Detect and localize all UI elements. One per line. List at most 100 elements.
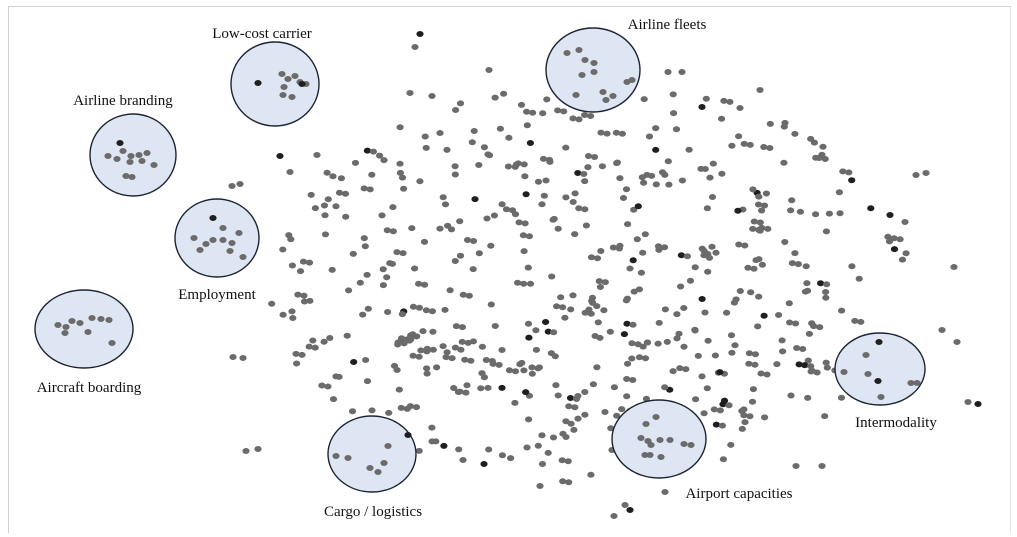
scatter-point <box>554 225 562 232</box>
scatter-point <box>480 144 488 151</box>
scatter-point <box>457 346 465 353</box>
cluster-point <box>108 340 116 346</box>
scatter-point <box>363 378 372 385</box>
scatter-point <box>756 87 764 93</box>
cluster-point <box>116 140 124 146</box>
scatter-point <box>804 357 812 364</box>
scatter-point <box>423 365 431 372</box>
scatter-point <box>450 385 458 391</box>
scatter-point <box>534 442 542 449</box>
scatter-points <box>228 31 982 519</box>
scatter-point <box>661 489 669 495</box>
figure-frame <box>8 6 1011 533</box>
scatter-point <box>658 169 667 176</box>
scatter-point <box>587 113 595 119</box>
scatter-point <box>412 404 420 411</box>
scatter-point <box>452 107 460 113</box>
scatter-point <box>716 407 724 414</box>
scatter-point <box>706 174 714 181</box>
scatter-point <box>677 252 686 259</box>
scatter-point <box>428 93 436 99</box>
scatter-point <box>538 461 547 467</box>
scatter-point <box>664 69 672 75</box>
scatter-point <box>781 239 789 245</box>
cluster-point <box>581 57 589 63</box>
scatter-point <box>518 359 526 366</box>
scatter-point <box>804 394 812 401</box>
cluster-point <box>666 437 674 443</box>
scatter-point <box>524 320 533 327</box>
scatter-point <box>669 368 677 375</box>
scatter-point <box>539 155 548 162</box>
scatter-point <box>812 154 820 161</box>
scatter-point <box>746 141 754 148</box>
scatter-point <box>655 246 663 253</box>
scatter-point <box>851 317 859 324</box>
scatter-point <box>593 303 601 310</box>
scatter-point <box>429 328 437 335</box>
cluster-intermodality: Intermodality <box>834 332 937 431</box>
scatter-point <box>761 414 769 421</box>
scatter-point <box>523 444 531 451</box>
scatter-point <box>500 90 508 97</box>
scatter-point <box>964 399 972 405</box>
scatter-point <box>587 310 595 317</box>
scatter-point <box>393 249 401 256</box>
scatter-point <box>593 364 601 371</box>
cluster-label: Airline fleets <box>628 17 707 33</box>
scatter-point <box>380 157 388 164</box>
cluster-point <box>563 50 571 56</box>
scatter-point <box>360 235 368 242</box>
scatter-point <box>580 171 588 177</box>
cluster-circle <box>174 198 260 278</box>
scatter-point <box>399 250 407 257</box>
scatter-point <box>778 337 786 344</box>
scatter-point <box>462 389 470 396</box>
scatter-point <box>502 206 511 213</box>
cluster-point <box>150 162 158 168</box>
scatter-point <box>974 401 982 407</box>
scatter-point <box>708 194 717 200</box>
scatter-point <box>678 177 687 184</box>
cluster-circle <box>34 289 134 369</box>
scatter-point <box>287 236 295 243</box>
cluster-point <box>344 455 352 461</box>
scatter-point <box>624 360 632 367</box>
scatter-point <box>708 243 716 250</box>
scatter-point <box>593 255 602 262</box>
scatter-point <box>837 394 846 401</box>
scatter-point <box>643 339 652 346</box>
cluster-point <box>62 324 70 330</box>
scatter-point <box>626 265 634 272</box>
scatter-point <box>320 202 329 209</box>
scatter-point <box>448 355 456 362</box>
scatter-point <box>528 370 536 377</box>
scatter-point <box>276 153 284 159</box>
scatter-point <box>557 294 565 301</box>
scatter-point <box>562 418 570 425</box>
scatter-point <box>621 502 629 508</box>
scatter-point <box>712 249 720 256</box>
scatter-point <box>775 312 783 318</box>
cluster-point <box>599 89 607 95</box>
scatter-point <box>567 306 575 313</box>
scatter-point <box>597 248 605 254</box>
scatter-point <box>839 168 847 175</box>
scatter-point <box>691 327 699 334</box>
scatter-point <box>754 323 762 330</box>
scatter-point <box>566 395 575 401</box>
scatter-point <box>726 98 734 105</box>
scatter-point <box>364 305 372 312</box>
scatter-point <box>349 250 357 257</box>
scatter-point <box>818 151 826 158</box>
scatter-point <box>439 343 447 350</box>
scatter-point <box>750 265 758 272</box>
scatter-point <box>413 333 421 340</box>
scatter-point <box>571 190 579 197</box>
scatter-point <box>522 191 530 198</box>
scatter-point <box>451 344 459 351</box>
scatter-point <box>821 413 829 420</box>
scatter-point <box>805 330 814 337</box>
cluster-point <box>126 159 134 165</box>
scatter-point <box>652 125 660 132</box>
